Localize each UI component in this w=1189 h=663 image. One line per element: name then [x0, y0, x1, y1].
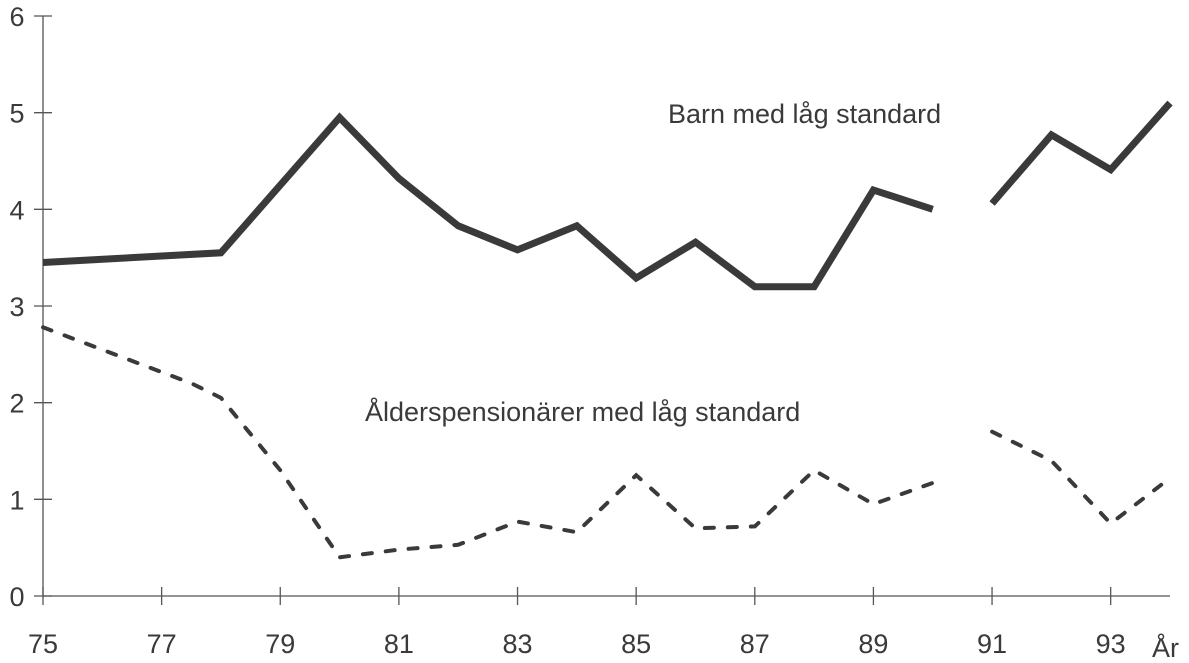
y-tick-label: 2 [9, 389, 24, 419]
x-tick-label: 77 [147, 629, 177, 659]
y-tick-label: 1 [9, 485, 24, 515]
series-line-barn [989, 100, 1173, 206]
series-line-alderspensionarer [41, 325, 935, 560]
series-label-barn: Barn med låg standard [668, 99, 941, 129]
series-label-alderspensionarer: Ålderspensionärer med låg standard [365, 396, 800, 427]
series-group [41, 100, 1173, 560]
y-tick-label: 6 [9, 2, 24, 32]
y-tick-label: 5 [9, 99, 24, 129]
x-tick-label: 81 [384, 629, 414, 659]
x-tick-label: 93 [1096, 629, 1126, 659]
x-tick-label: 79 [265, 629, 295, 659]
x-tick-label: 91 [977, 629, 1007, 659]
series-line-alderspensionarer [990, 429, 1172, 527]
series-line-barn [42, 112, 934, 291]
x-tick-label: 83 [503, 629, 533, 659]
x-tick-label: 85 [621, 629, 651, 659]
axes: 0 1 2 3 4 5 6 75 77 79 81 83 85 87 89 91 93 [9, 2, 1170, 659]
x-tick-label: 87 [740, 629, 770, 659]
y-tick-label: 3 [9, 292, 24, 322]
y-tick-label: 4 [9, 195, 24, 225]
x-axis-label: År [1152, 632, 1179, 663]
x-tick-label: 75 [28, 629, 58, 659]
y-tick-label: 0 [9, 582, 24, 612]
x-tick-label: 89 [858, 629, 888, 659]
